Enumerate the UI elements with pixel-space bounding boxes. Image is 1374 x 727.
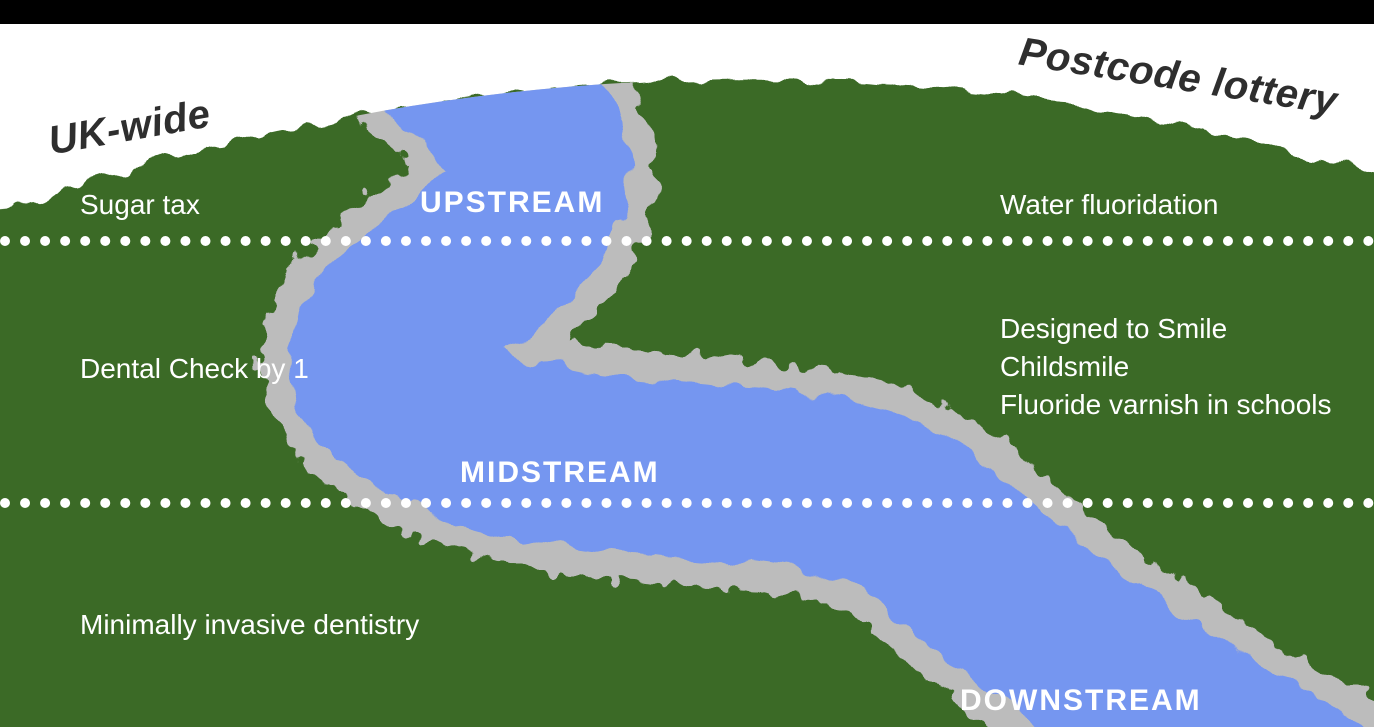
item-upstream-right: Water fluoridation xyxy=(1000,186,1218,224)
label-midstream: MIDSTREAM xyxy=(460,456,660,490)
label-downstream: DOWNSTREAM xyxy=(960,684,1202,718)
divider-upper xyxy=(0,236,1374,246)
diagram-stage: UK-wide Postcode lottery UPSTREAM MIDSTR… xyxy=(0,0,1374,727)
item-midstream-right: Designed to Smile Childsmile Fluoride va… xyxy=(1000,310,1332,423)
item-upstream-left: Sugar tax xyxy=(80,186,200,224)
divider-lower xyxy=(0,498,1374,508)
top-black-bar xyxy=(0,0,1374,24)
label-upstream: UPSTREAM xyxy=(420,186,604,220)
item-midstream-left: Dental Check by 1 xyxy=(80,350,309,388)
item-downstream-left: Minimally invasive dentistry xyxy=(80,606,419,644)
